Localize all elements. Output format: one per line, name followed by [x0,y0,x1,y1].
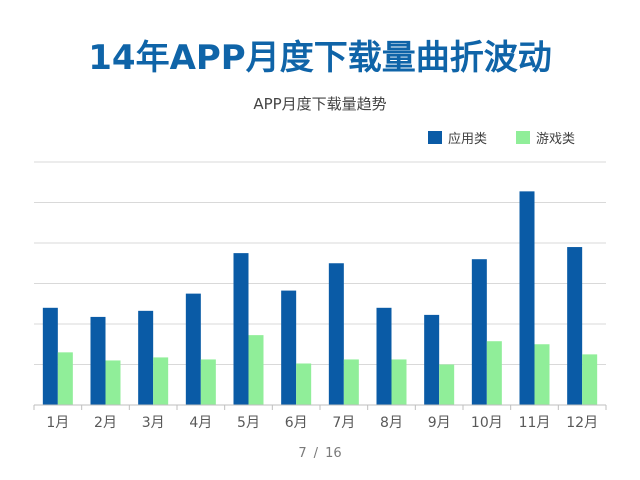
legend: 应用类 游戏类 [428,131,575,147]
bar-game [248,335,264,405]
bar-app [42,307,58,405]
bar-game [57,352,73,405]
total-pages: 16 [325,446,342,461]
bar-app [567,247,583,405]
bar-app [471,259,487,405]
bar-game [105,360,121,405]
x-tick-label: 10月 [471,415,503,431]
bar-app [233,253,249,405]
legend-swatch [516,131,530,144]
x-tick-label: 4月 [189,415,212,431]
bar-app [376,307,392,405]
bar-app [185,293,201,405]
x-tick-label: 8月 [380,415,403,431]
bar-game [200,359,216,405]
slide-title: 14年APP月度下载量曲折波动 [88,38,552,78]
x-tick-label: 3月 [142,415,165,431]
bar-game [153,357,169,405]
legend-swatch [428,131,442,144]
x-tick-label: 1月 [46,415,69,431]
bar-game [486,341,502,405]
legend-label: 应用类 [448,131,487,147]
bar-app [328,263,344,405]
x-tick-label: 12月 [566,415,598,431]
page-separator: / [313,446,319,461]
bar-app [281,290,297,405]
bar-game [296,363,312,405]
page-indicator: 7 / 16 [0,446,640,461]
x-tick-label: 9月 [428,415,451,431]
x-tick-label: 7月 [332,415,355,431]
current-page: 7 [298,446,307,461]
x-tick-label: 5月 [237,415,260,431]
x-tick-label: 2月 [94,415,117,431]
x-tick-label: 6月 [285,415,308,431]
bars [42,191,598,405]
bar-app [519,191,535,405]
chart-title: APP月度下载量趋势 [253,95,387,113]
bar-game [534,344,550,405]
bar-app [90,316,106,405]
bar-game [391,359,407,405]
bar-game [582,354,598,405]
bar-game [343,359,359,405]
bar-app [424,314,440,405]
gridlines [34,161,606,365]
bar-game [439,364,455,405]
legend-label: 游戏类 [536,132,575,147]
x-tick-label: 11月 [519,415,551,431]
bar-app [138,310,154,405]
x-axis: 1月 2月 3月 4月 5月 6月 7月 8月 9月 10月 11月 12月 [33,404,607,431]
